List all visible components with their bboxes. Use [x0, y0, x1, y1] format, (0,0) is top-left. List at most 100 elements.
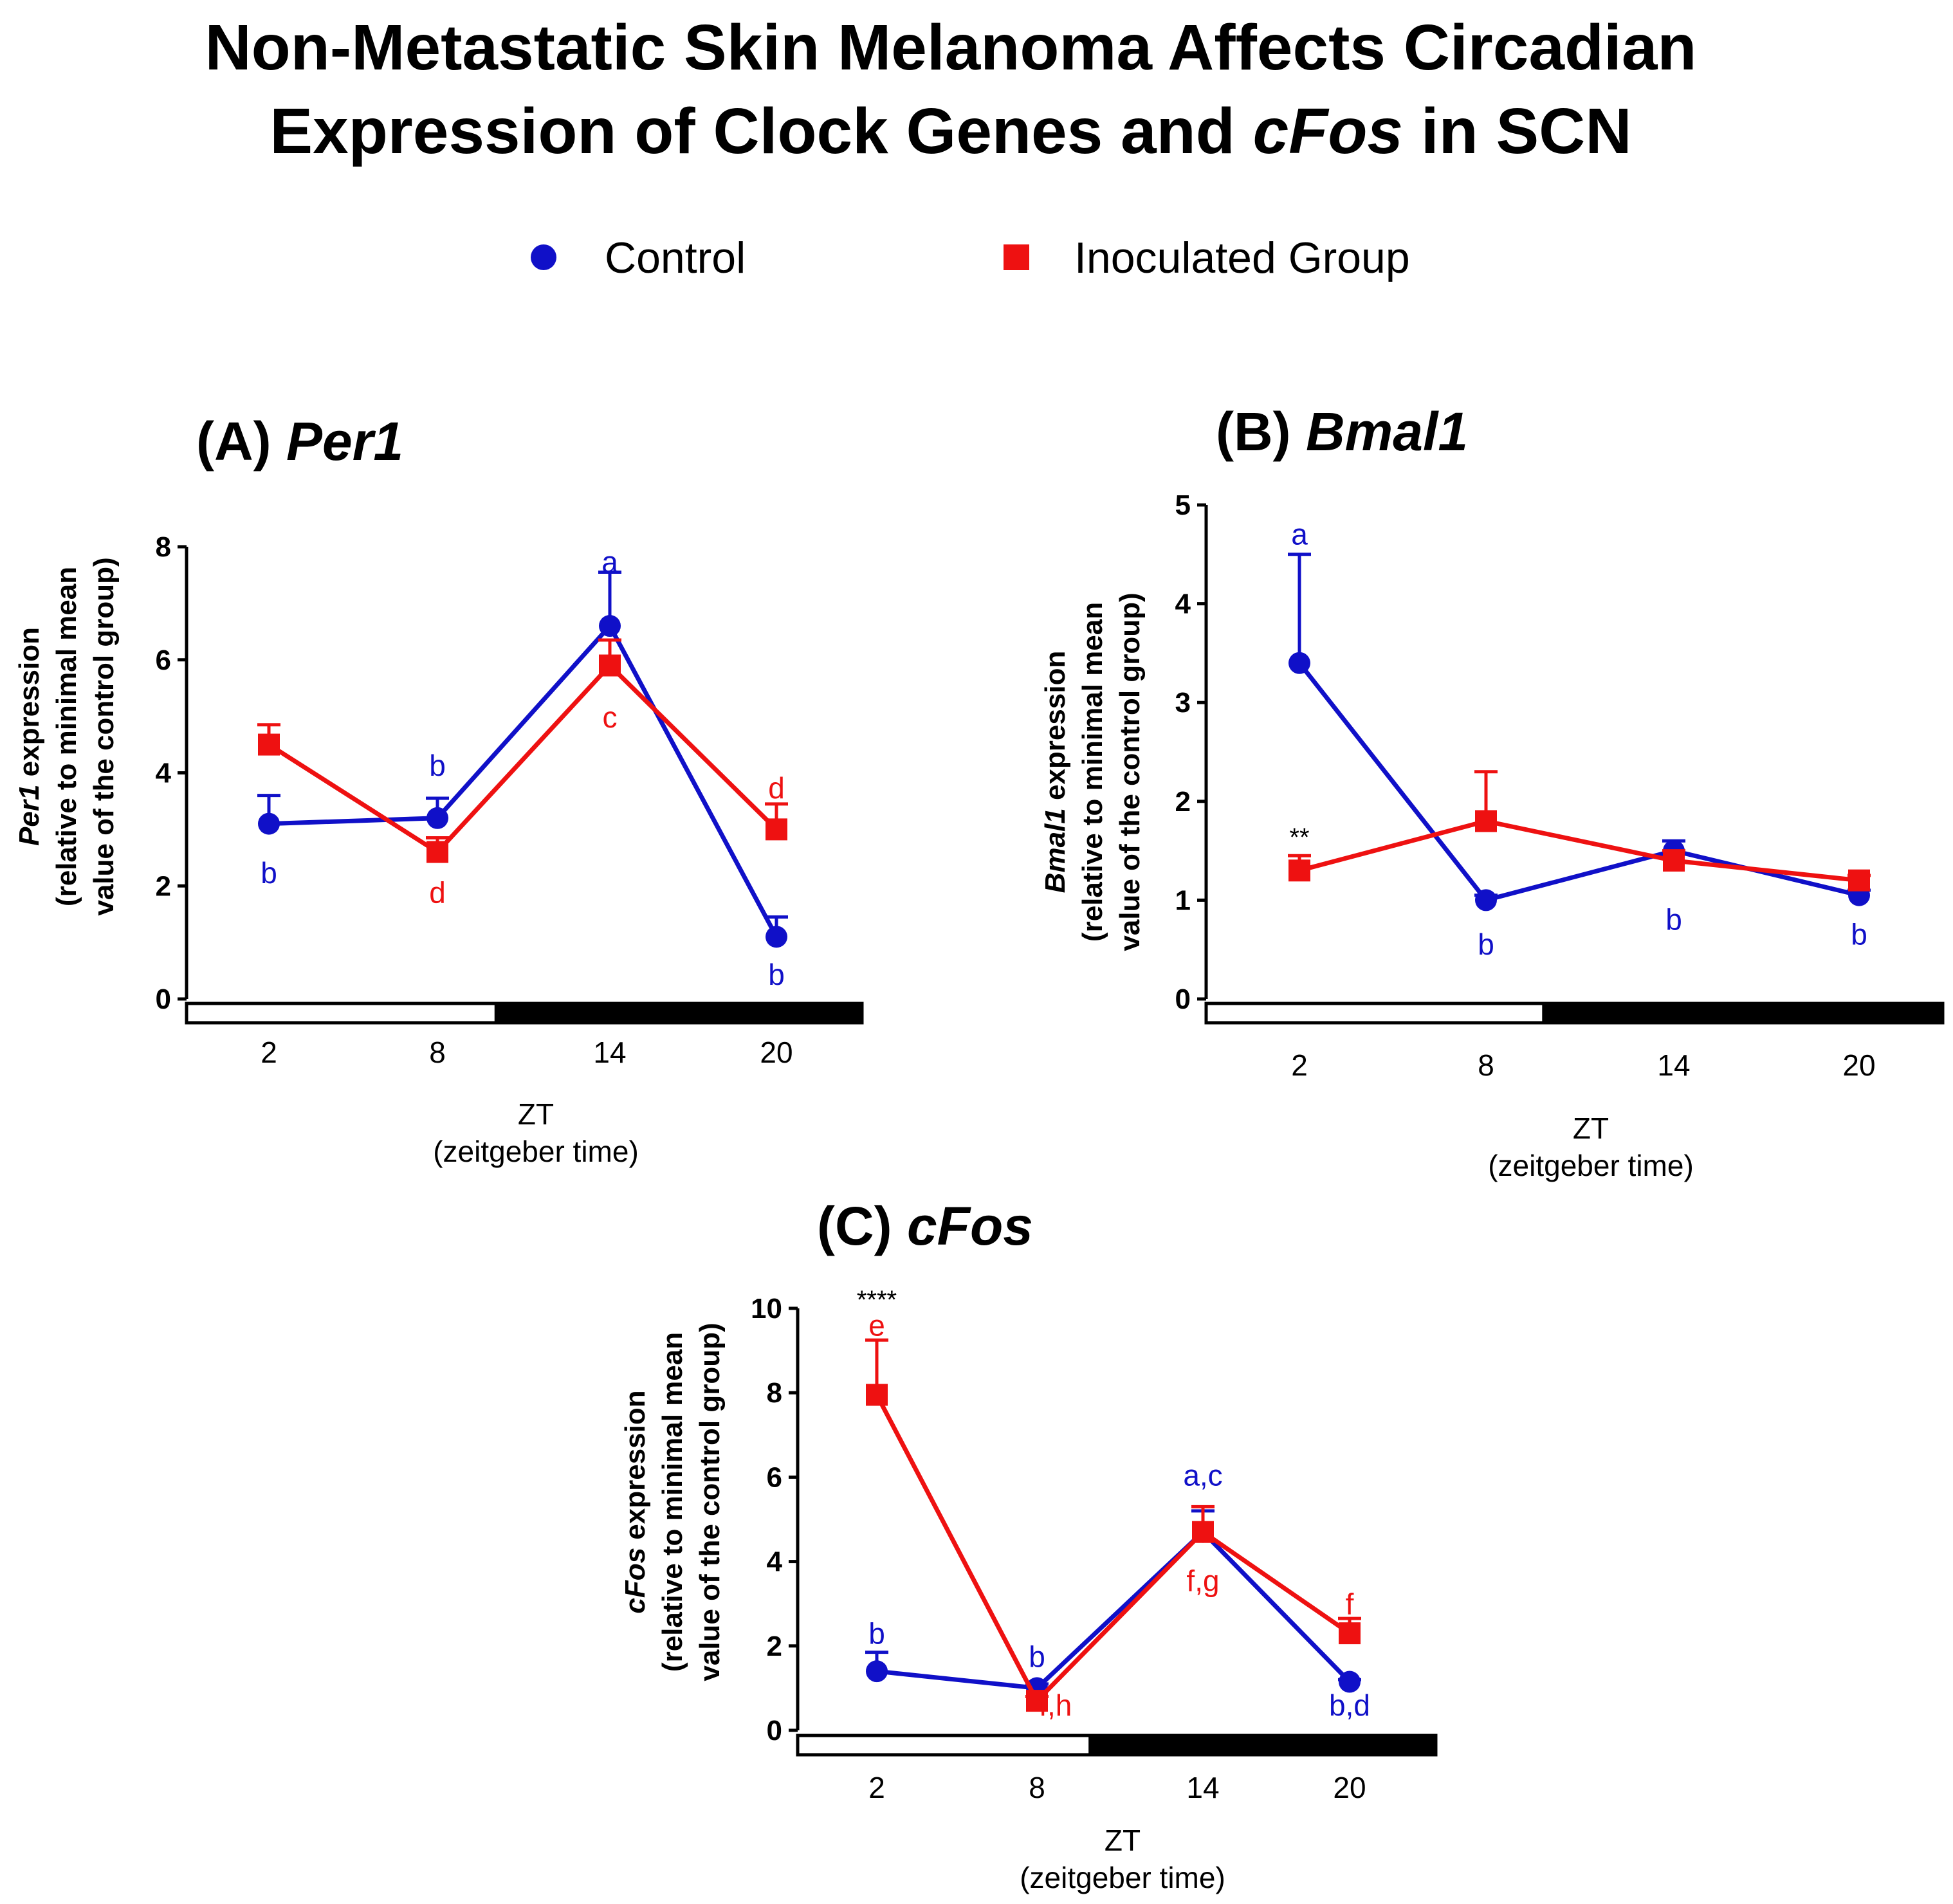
stat-letter-annotation: b [1029, 1640, 1045, 1674]
inoculated-point [766, 818, 787, 841]
y-tick-label: 8 [767, 1377, 782, 1409]
y-tick-label: 2 [1175, 786, 1191, 818]
x-axis-sublabel: (zeitgeber time) [1488, 1149, 1694, 1182]
panel-title-gene: Bmal1 [1306, 401, 1468, 462]
y-axis-label-line3: value of the control group) [88, 557, 120, 915]
stat-letter-annotation: a [1291, 517, 1308, 551]
inoculated-point [1192, 1521, 1214, 1543]
y-axis-label-line3: value of the control group) [1114, 592, 1146, 951]
panel-title-per1: (A) Per1 [196, 411, 403, 471]
x-tick-label: 14 [1657, 1048, 1690, 1082]
panel-title-bmal1: (B) Bmal1 [1216, 401, 1468, 462]
inoculated-series-line [874, 1393, 1351, 1703]
y-axis-label-suffix: expression [1040, 651, 1071, 809]
x-axis-label: ZT [518, 1097, 554, 1131]
stat-letter-annotation: e [868, 1309, 885, 1342]
inoculated-series-line [268, 663, 778, 855]
x-tick-label: 2 [261, 1036, 277, 1069]
x-axis-sublabel: (zeitgeber time) [1020, 1861, 1225, 1894]
y-tick-label: 8 [156, 531, 171, 563]
y-axis-label-line2: (relative to minimal mean [51, 567, 82, 906]
stat-letter-annotation: b,d [1329, 1689, 1370, 1722]
panel-title-gene: Per1 [286, 411, 403, 471]
stat-letter-annotation: f,h [1039, 1689, 1072, 1722]
y-tick-label: 3 [1175, 687, 1191, 719]
control-point [426, 807, 448, 829]
y-axis-label-line1: cFos expression [619, 1390, 651, 1613]
y-tick-label: 4 [767, 1546, 783, 1578]
control-point [599, 615, 621, 637]
control-point [1288, 652, 1310, 674]
stat-letter-annotation: b [429, 749, 446, 782]
x-tick-label: 14 [1186, 1771, 1219, 1804]
x-tick-label: 8 [1478, 1048, 1494, 1082]
stat-letter-annotation: c [603, 700, 618, 734]
legend-control-label: Control [605, 233, 746, 282]
legend-inoculated-marker [1004, 244, 1029, 270]
y-tick-label: 6 [767, 1461, 782, 1493]
stat-letter-annotation: b [868, 1617, 885, 1651]
panel-title-prefix: (B) [1216, 401, 1306, 462]
y-axis-label-suffix: expression [14, 627, 45, 785]
x-tick-label: 8 [1029, 1771, 1045, 1804]
inoculated-point [599, 654, 621, 677]
inoculated-point [1288, 859, 1310, 882]
y-axis-label-line3: value of the control group) [694, 1323, 726, 1681]
y-axis-label-line2: (relative to minimal mean [657, 1332, 688, 1672]
stat-letter-annotation: b [1665, 902, 1682, 936]
x-axis-sublabel: (zeitgeber time) [433, 1135, 639, 1168]
figure-title-line2-end: in SCN [1403, 95, 1632, 167]
inoculated-point [1475, 810, 1497, 832]
stat-letter-annotation: d [768, 771, 785, 805]
x-axis-label: ZT [1105, 1824, 1141, 1857]
control-point [866, 1660, 888, 1683]
stat-letter-annotation: b [1851, 918, 1867, 951]
x-tick-label: 2 [1291, 1048, 1308, 1082]
y-tick-label: 5 [1175, 490, 1191, 521]
x-tick-label: 14 [593, 1036, 626, 1069]
y-tick-label: 2 [156, 870, 171, 902]
dark-phase-bar [1542, 1002, 1945, 1025]
y-axis-label-suffix: expression [619, 1390, 651, 1548]
x-tick-label: 20 [760, 1036, 793, 1069]
stat-letter-annotation: b [1478, 928, 1494, 961]
y-tick-label: 6 [156, 645, 171, 676]
control-point [766, 926, 787, 948]
stat-letter-annotation: a,c [1183, 1459, 1222, 1492]
significance-marker: ** [1289, 823, 1309, 852]
inoculated-point [1339, 1622, 1361, 1645]
y-axis-label-gene: Bmal1 [1040, 808, 1071, 893]
y-tick-label: 10 [751, 1293, 782, 1324]
legend-inoculated-label: Inoculated Group [1074, 233, 1410, 282]
y-axis-label-line2: (relative to minimal mean [1077, 602, 1108, 942]
inoculated-point [1848, 869, 1870, 892]
y-tick-label: 0 [1175, 984, 1191, 1015]
dark-phase-bar [1088, 1734, 1438, 1757]
y-axis-label: cFos expression (relative to minimal mea… [619, 1323, 726, 1681]
stat-letter-annotation: f [1346, 1588, 1354, 1621]
figure-title-line1: Non-Metastatic Skin Melanoma Affects Cir… [205, 12, 1696, 84]
control-point [258, 812, 280, 835]
y-axis-label: Per1 expression (relative to minimal mea… [14, 557, 120, 915]
legend-control-marker [531, 244, 556, 270]
inoculated-point [1026, 1690, 1048, 1712]
panel-bmal1: (B) Bmal1 Bmal1 expression (relative to … [1040, 401, 1945, 1182]
stat-letter-annotation: f,g [1186, 1564, 1219, 1598]
panel-title-prefix: (C) [817, 1196, 907, 1256]
control-point [1339, 1671, 1361, 1693]
stat-letter-annotation: d [429, 876, 446, 910]
panel-title-cfos: (C) cFos [817, 1196, 1033, 1256]
inoculated-point [1663, 849, 1685, 872]
significance-marker: **** [857, 1286, 897, 1314]
y-tick-label: 0 [156, 984, 171, 1015]
inoculated-point [258, 733, 280, 756]
y-axis-label-gene: Per1 [14, 785, 45, 846]
stat-letter-annotation: b [261, 856, 277, 890]
figure-title-line2-italic: cFos [1253, 95, 1403, 167]
stat-letter-annotation: a [601, 545, 618, 579]
x-tick-label: 2 [868, 1771, 885, 1804]
x-tick-label: 20 [1842, 1048, 1875, 1082]
figure-title-line2-start: Expression of Clock Genes and [270, 95, 1252, 167]
inoculated-series-line [1299, 819, 1860, 883]
